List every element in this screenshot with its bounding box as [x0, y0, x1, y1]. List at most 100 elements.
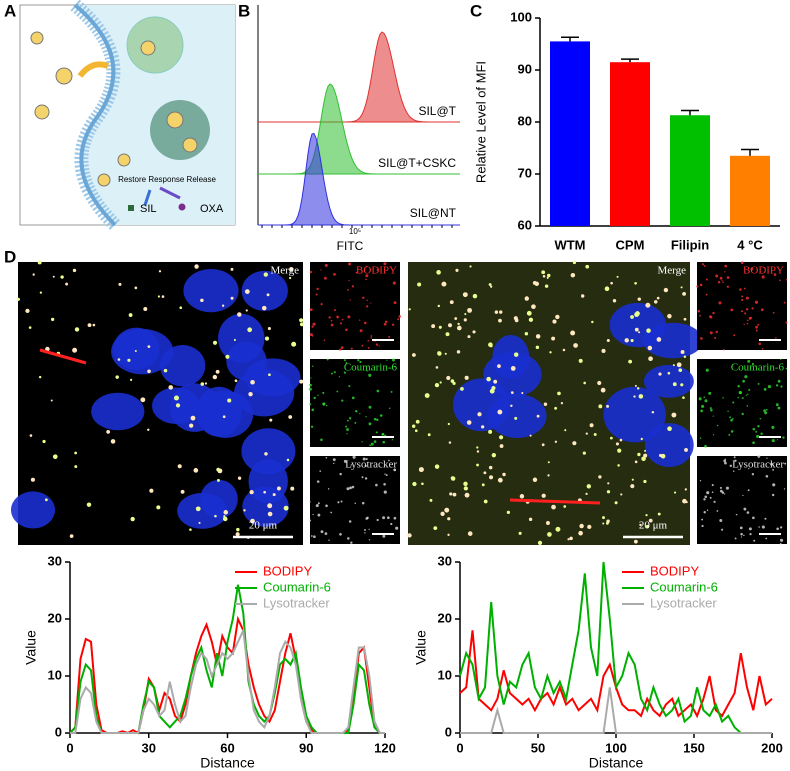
- puncta: [368, 373, 372, 377]
- nucleus: [241, 270, 288, 312]
- nanoparticle: [182, 137, 198, 153]
- puncta: [763, 409, 766, 412]
- x-tick-label: 10⁵: [349, 227, 361, 236]
- puncta: [464, 375, 469, 380]
- puncta: [25, 308, 30, 314]
- puncta: [490, 285, 493, 288]
- puncta: [704, 495, 708, 499]
- puncta: [447, 323, 453, 328]
- puncta: [699, 283, 703, 287]
- puncta: [263, 272, 268, 277]
- puncta: [744, 312, 747, 315]
- puncta: [498, 318, 502, 323]
- puncta: [634, 281, 637, 285]
- puncta: [340, 500, 343, 503]
- y-tick-label: 10: [48, 667, 62, 682]
- puncta: [683, 355, 687, 359]
- nucleus: [642, 322, 703, 359]
- puncta: [628, 359, 633, 364]
- puncta: [701, 404, 705, 408]
- puncta: [761, 347, 764, 350]
- y-tick-label: 80: [518, 113, 532, 128]
- puncta: [472, 330, 476, 334]
- puncta: [747, 319, 749, 322]
- puncta: [86, 502, 92, 507]
- puncta: [309, 519, 312, 522]
- puncta: [705, 293, 708, 296]
- x-tick-label: 30: [142, 740, 156, 755]
- puncta: [638, 394, 644, 399]
- puncta: [72, 268, 77, 273]
- puncta: [434, 464, 440, 469]
- puncta: [217, 478, 220, 482]
- puncta: [312, 513, 314, 516]
- micrograph: [310, 262, 400, 350]
- y-tick-label: 0: [55, 724, 62, 739]
- histogram: [258, 31, 460, 123]
- puncta: [481, 425, 485, 429]
- puncta: [309, 308, 313, 312]
- puncta: [703, 265, 706, 267]
- puncta: [579, 523, 584, 529]
- puncta: [366, 299, 368, 302]
- puncta: [338, 376, 341, 378]
- puncta: [637, 452, 641, 457]
- puncta: [106, 430, 110, 434]
- puncta: [346, 428, 349, 431]
- puncta: [441, 281, 447, 287]
- puncta: [597, 380, 602, 386]
- puncta: [514, 416, 518, 420]
- nanoparticle: [55, 67, 73, 85]
- nucleus: [183, 269, 239, 313]
- puncta: [767, 385, 772, 389]
- x-tick-label: 4 °C: [737, 237, 763, 252]
- puncta: [309, 501, 311, 503]
- legend-label: Coumarin-6: [263, 579, 331, 594]
- puncta: [328, 316, 331, 319]
- puncta: [267, 511, 273, 517]
- puncta: [759, 417, 762, 420]
- puncta: [722, 397, 724, 399]
- puncta: [667, 313, 672, 319]
- puncta: [343, 371, 346, 374]
- puncta: [362, 457, 366, 461]
- puncta: [617, 448, 622, 453]
- puncta: [761, 275, 765, 279]
- puncta: [128, 313, 133, 317]
- puncta: [644, 449, 647, 452]
- puncta: [631, 478, 634, 481]
- puncta: [435, 366, 439, 369]
- puncta: [333, 462, 335, 465]
- puncta: [320, 269, 322, 271]
- puncta: [384, 320, 388, 323]
- puncta: [310, 425, 314, 428]
- puncta: [366, 305, 369, 308]
- puncta: [347, 315, 351, 319]
- puncta: [639, 523, 642, 527]
- endosome: [126, 16, 184, 74]
- puncta: [227, 398, 232, 403]
- puncta: [617, 464, 620, 467]
- puncta: [746, 322, 749, 325]
- y-tick-label: 60: [518, 217, 532, 232]
- puncta: [373, 440, 377, 443]
- puncta: [355, 409, 358, 413]
- puncta: [177, 464, 182, 469]
- puncta: [493, 379, 498, 384]
- puncta: [311, 535, 313, 537]
- puncta: [740, 536, 743, 538]
- puncta: [716, 424, 719, 427]
- nucleus: [113, 327, 160, 370]
- puncta: [391, 439, 394, 441]
- puncta: [235, 532, 240, 537]
- puncta: [308, 387, 312, 391]
- puncta: [497, 409, 503, 415]
- puncta: [351, 396, 355, 400]
- puncta: [722, 348, 725, 351]
- puncta: [742, 379, 745, 383]
- puncta: [641, 456, 646, 462]
- puncta: [760, 432, 763, 435]
- puncta: [351, 285, 355, 288]
- puncta: [748, 467, 750, 470]
- puncta: [134, 349, 137, 352]
